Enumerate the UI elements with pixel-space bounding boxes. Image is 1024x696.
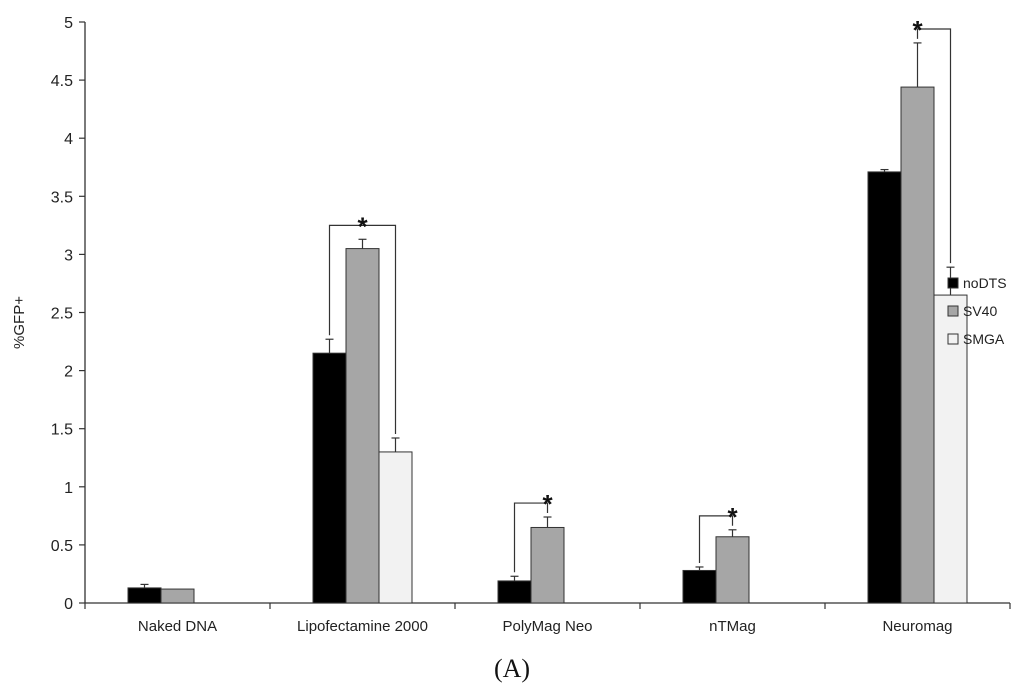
significance-star: * [357,211,368,241]
bar [682,569,717,604]
y-tick-label: 4.5 [51,73,73,90]
figure-caption: (A) [493,654,531,683]
legend-swatch [947,333,959,345]
bar [160,588,195,604]
significance-bracket [698,515,734,563]
bar [497,580,532,604]
y-tick-label: 1 [64,480,73,497]
x-tick-label: Neuromag [882,618,952,635]
x-tick-label: nTMag [709,618,756,635]
bar [900,86,935,604]
x-tick-label: Lipofectamine 2000 [297,618,428,635]
significance-star: * [727,502,738,532]
significance-star: * [542,489,553,519]
x-tick-label: Naked DNA [138,618,217,635]
y-tick-label: 0 [64,596,73,613]
y-tick-label: 2 [64,364,73,381]
legend-swatch [947,277,959,289]
significance-bracket [328,224,397,434]
significance-bracket [916,28,952,264]
y-tick-label: 4 [64,131,73,148]
bar [312,352,347,604]
y-axis-label: %GFP+ [11,296,28,349]
legend-label: noDTS [963,275,1007,291]
y-tick-label: 5 [64,15,73,32]
x-tick-label: PolyMag Neo [502,618,592,635]
y-tick-label: 3.5 [51,189,73,206]
significance-bracket [513,502,549,573]
bar [715,536,750,604]
y-tick-label: 2.5 [51,306,73,323]
bar [933,294,968,604]
bar [867,171,902,604]
y-tick-label: 3 [64,247,73,264]
y-tick-label: 1.5 [51,422,73,439]
bar [127,587,162,604]
legend-label: SV40 [963,303,997,319]
legend-swatch [947,305,959,317]
bar [345,248,380,604]
bar [378,451,413,604]
significance-star: * [912,15,923,45]
legend-label: SMGA [963,331,1005,347]
y-tick-label: 0.5 [51,538,73,555]
bar [530,526,565,604]
